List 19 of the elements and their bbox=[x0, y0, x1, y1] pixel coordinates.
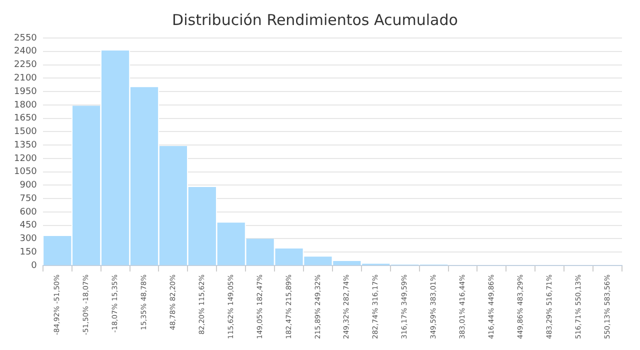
y-tick-label: 2250 bbox=[14, 60, 38, 70]
y-tick-label: 450 bbox=[20, 220, 38, 231]
y-tick-label: 900 bbox=[20, 180, 38, 191]
y-tick-label: 300 bbox=[20, 234, 38, 244]
y-tick-label: 600 bbox=[20, 207, 38, 218]
y-tick-label: 0 bbox=[31, 260, 38, 271]
y-tick-label: 1200 bbox=[14, 154, 38, 164]
y-tick-label: 750 bbox=[20, 194, 38, 204]
chart-title: Distribución Rendimientos Acumulado bbox=[172, 10, 458, 29]
y-tick-label: 1650 bbox=[14, 114, 38, 124]
y-tick-label: 1500 bbox=[14, 127, 38, 138]
y-tick-label: 1800 bbox=[14, 100, 38, 110]
y-tick-label: 150 bbox=[20, 247, 38, 258]
y-tick-label: 1050 bbox=[14, 167, 38, 178]
y-tick-label: 2100 bbox=[14, 73, 38, 84]
y-tick-label: 2550 bbox=[14, 33, 38, 44]
y-tick-label: 2400 bbox=[14, 46, 38, 57]
y-tick-label: 1950 bbox=[14, 86, 38, 97]
y-tick-label: 1350 bbox=[14, 140, 38, 150]
